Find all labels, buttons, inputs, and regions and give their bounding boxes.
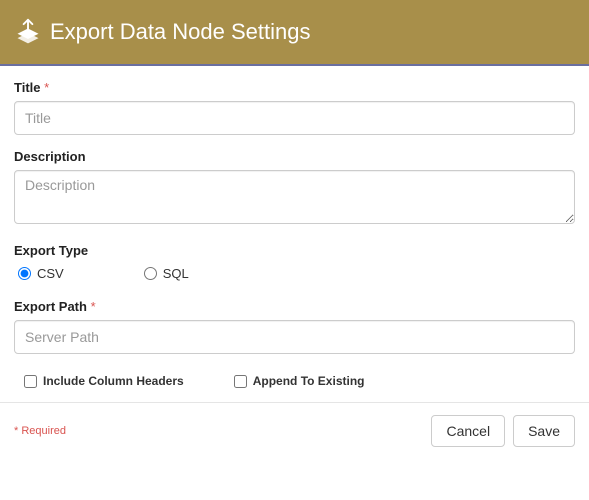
field-title: Title * bbox=[14, 80, 575, 135]
export-path-input[interactable] bbox=[14, 320, 575, 354]
title-input[interactable] bbox=[14, 101, 575, 135]
save-button[interactable]: Save bbox=[513, 415, 575, 447]
radio-csv[interactable]: CSV bbox=[18, 266, 64, 281]
dialog-footer: * Required Cancel Save bbox=[0, 402, 589, 461]
append-existing-label: Append To Existing bbox=[253, 374, 365, 388]
description-textarea[interactable] bbox=[14, 170, 575, 224]
dialog-header: Export Data Node Settings bbox=[0, 0, 589, 66]
radio-csv-label: CSV bbox=[37, 266, 64, 281]
footer-buttons: Cancel Save bbox=[431, 415, 575, 447]
title-label: Title * bbox=[14, 80, 575, 95]
description-label: Description bbox=[14, 149, 575, 164]
required-marker: * bbox=[44, 80, 49, 95]
export-path-label-text: Export Path bbox=[14, 299, 87, 314]
required-marker: * bbox=[91, 299, 96, 314]
dialog-body: Title * Description Export Type CSV SQL bbox=[0, 66, 589, 402]
include-headers-checkbox[interactable]: Include Column Headers bbox=[24, 374, 184, 388]
radio-sql[interactable]: SQL bbox=[144, 266, 189, 281]
dialog-title: Export Data Node Settings bbox=[50, 19, 310, 45]
export-type-options: CSV SQL bbox=[14, 264, 575, 285]
append-existing-checkbox[interactable]: Append To Existing bbox=[234, 374, 365, 388]
include-headers-input[interactable] bbox=[24, 375, 37, 388]
cancel-button[interactable]: Cancel bbox=[431, 415, 505, 447]
append-existing-input[interactable] bbox=[234, 375, 247, 388]
checkbox-row: Include Column Headers Append To Existin… bbox=[14, 368, 575, 402]
radio-sql-input[interactable] bbox=[144, 267, 157, 280]
export-path-label: Export Path * bbox=[14, 299, 575, 314]
field-export-type: Export Type CSV SQL bbox=[14, 243, 575, 285]
field-export-path: Export Path * bbox=[14, 299, 575, 354]
required-note: * Required bbox=[14, 425, 66, 437]
export-stack-icon bbox=[14, 18, 42, 46]
title-label-text: Title bbox=[14, 80, 41, 95]
radio-csv-input[interactable] bbox=[18, 267, 31, 280]
export-data-node-settings-dialog: Export Data Node Settings Title * Descri… bbox=[0, 0, 589, 461]
radio-sql-label: SQL bbox=[163, 266, 189, 281]
export-type-label: Export Type bbox=[14, 243, 575, 258]
field-description: Description bbox=[14, 149, 575, 229]
include-headers-label: Include Column Headers bbox=[43, 374, 184, 388]
